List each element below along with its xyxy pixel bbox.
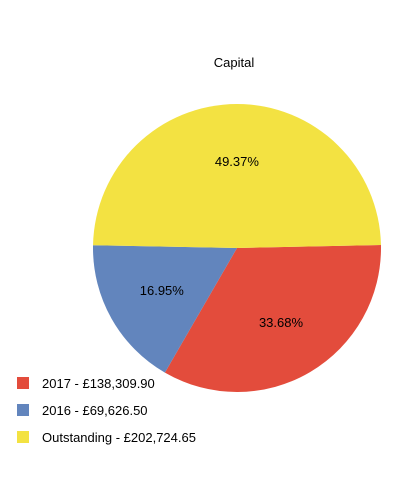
legend-swatch-2 (17, 431, 29, 443)
pie-slices (93, 104, 381, 392)
legend-swatch-0 (17, 377, 29, 389)
pie-slice-1 (93, 245, 237, 373)
slice-percent-label-2: 49.37% (215, 154, 260, 169)
legend: 2017 - £138,309.90 2016 - £69,626.50 Outst… (17, 376, 196, 445)
slice-percent-label-1: 16.95% (140, 283, 185, 298)
legend-label-2: Outstanding - £202,724.65 (42, 430, 196, 445)
chart-title: Capital (214, 55, 255, 70)
pie-slice-0 (164, 244, 381, 392)
pie-slice-2 (93, 104, 381, 248)
slice-percent-label-0: 33.68% (259, 315, 304, 330)
legend-swatch-1 (17, 404, 29, 416)
legend-label-1: 2016 - £69,626.50 (42, 403, 148, 418)
pie-percent-labels: 33.68% 16.95% 49.37% (140, 154, 304, 330)
legend-label-0: 2017 - £138,309.90 (42, 376, 155, 391)
